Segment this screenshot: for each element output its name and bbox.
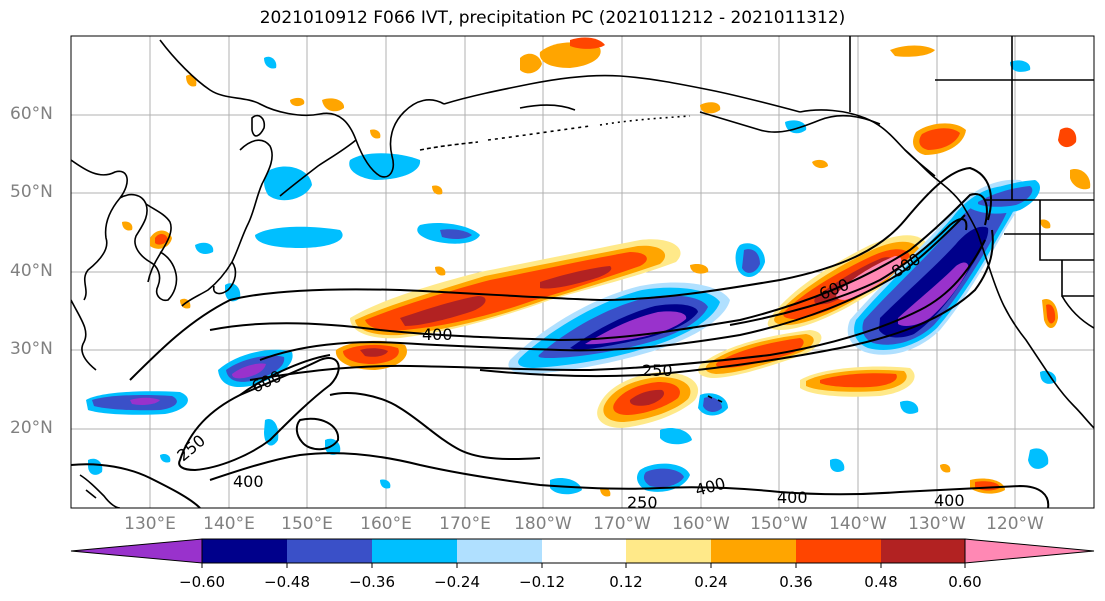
colorbar-segment xyxy=(287,539,372,563)
colorbar xyxy=(70,538,1095,568)
colorbar-tick-label: −0.12 xyxy=(519,573,565,591)
lon-label: 130°W xyxy=(908,514,966,534)
lon-label: 120°W xyxy=(986,514,1044,534)
colorbar-segment xyxy=(711,539,796,563)
colorbar-tick-label: −0.48 xyxy=(264,573,310,591)
gridlines xyxy=(71,36,1094,508)
lon-label: 140°E xyxy=(203,514,255,534)
lon-label: 160°E xyxy=(360,514,412,534)
colorbar-segment xyxy=(542,539,626,563)
ivt-contours xyxy=(71,166,1050,508)
lat-label: 50°N xyxy=(10,182,53,202)
precip-positive-shading xyxy=(122,37,1091,497)
lon-label: 150°E xyxy=(281,514,333,534)
colorbar-tick-label: −0.36 xyxy=(349,573,395,591)
colorbar-tick-label: −0.60 xyxy=(179,573,225,591)
lon-label: 140°W xyxy=(829,514,887,534)
colorbar-tick-label: 0.12 xyxy=(609,573,643,591)
contour-label: 400 xyxy=(422,325,453,344)
contour-label: 400 xyxy=(777,488,808,507)
colorbar-segment xyxy=(202,539,287,563)
colorbar-tick-label: 0.48 xyxy=(864,573,898,591)
lon-label: 130°E xyxy=(124,514,176,534)
lon-label: 160°W xyxy=(672,514,730,534)
lat-label: 60°N xyxy=(10,104,53,124)
colorbar-extend-high xyxy=(964,538,1095,564)
colorbar-segment xyxy=(457,539,542,563)
map-frame xyxy=(70,35,1095,509)
lon-label: 150°W xyxy=(750,514,808,534)
colorbar-segment xyxy=(372,539,457,563)
lon-label: 170°E xyxy=(439,514,491,534)
contour-label: 250 xyxy=(627,493,658,512)
contour-label: 400 xyxy=(233,472,264,491)
lat-label: 40°N xyxy=(10,261,53,281)
colorbar-tick-label: 0.60 xyxy=(948,573,982,591)
colorbar-tick-label: 0.36 xyxy=(779,573,813,591)
colorbar-segment xyxy=(881,539,965,563)
contour-label: 250 xyxy=(642,361,673,380)
map-area: 400 600 250 600 800 250 400 400 250 400 … xyxy=(71,36,1094,512)
coastlines xyxy=(71,36,1094,508)
colorbar-tick-label: −0.24 xyxy=(434,573,480,591)
lat-label: 20°N xyxy=(10,418,53,438)
lon-label: 180°W xyxy=(514,514,572,534)
lat-label: 30°N xyxy=(10,339,53,359)
precip-negative-shading xyxy=(86,56,1057,495)
lon-label: 170°W xyxy=(593,514,651,534)
colorbar-segment xyxy=(626,539,711,563)
colorbar-tick-label: 0.24 xyxy=(694,573,728,591)
colorbar-segment xyxy=(796,539,881,563)
map-title: 2021010912 F066 IVT, precipitation PC (2… xyxy=(259,8,846,28)
contour-label: 400 xyxy=(934,491,965,510)
colorbar-extend-low xyxy=(70,538,203,564)
